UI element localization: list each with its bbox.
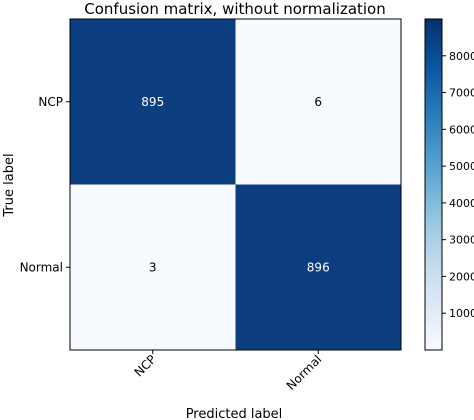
heatmap-cell (70, 19, 236, 185)
plot-frame (69, 18, 402, 351)
colorbar-tick-label: 3000 (449, 234, 474, 247)
heatmap-cell (235, 184, 402, 351)
colorbar-ticks: 1000 2000 3000 4000 5000 6000 7000 8000 (442, 50, 474, 320)
chart-title: Confusion matrix, without normalization (84, 0, 386, 18)
x-tick-label: Normal (284, 352, 325, 393)
colorbar-tick-label: 5000 (449, 160, 474, 173)
y-tick-label: NCP (38, 95, 63, 109)
cell-value-label: 895 (141, 95, 164, 109)
colorbar-tick-label: 4000 (449, 197, 474, 210)
y-tick-label: Normal (20, 260, 63, 274)
colorbar-tick-label: 6000 (449, 123, 474, 136)
colorbar-tick-label: 2000 (449, 270, 474, 283)
colorbar-tick-label: 7000 (449, 87, 474, 100)
cell-value-label: 896 (307, 260, 330, 274)
cell-value-label: 3 (149, 260, 157, 274)
x-axis-ticks: NCP Normal (132, 350, 325, 393)
x-axis-label: Predicted label (186, 407, 283, 420)
colorbar-tick-label: 8000 (449, 50, 474, 63)
y-axis-label: True label (2, 153, 17, 217)
y-axis-ticks: NCP Normal (20, 95, 70, 274)
x-tick-label: NCP (132, 352, 159, 379)
heatmap-cell (235, 19, 402, 185)
heatmap-cell-labels: 895 6 3 896 (141, 95, 329, 275)
cell-value-label: 6 (314, 95, 322, 109)
heatmap-cells (70, 19, 402, 351)
heatmap-cell (70, 184, 236, 351)
colorbar-tick-label: 1000 (449, 307, 474, 320)
colorbar (424, 18, 443, 351)
